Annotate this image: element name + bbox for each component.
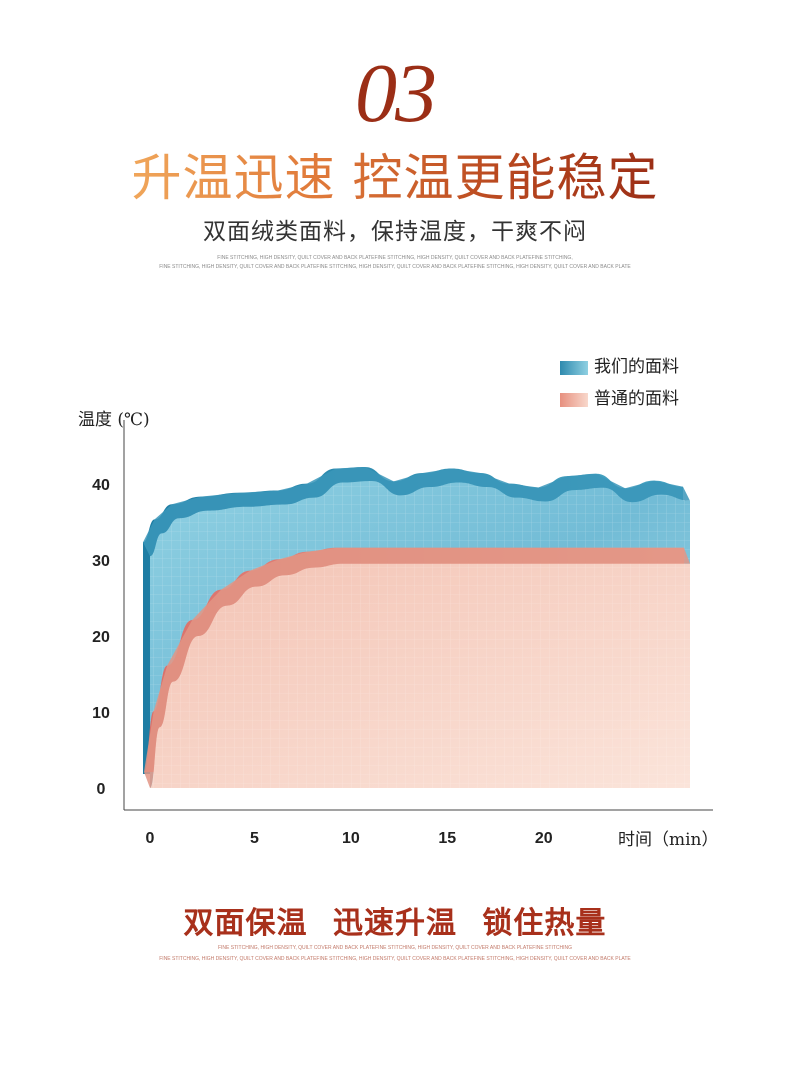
page-title: 升温迅速 控温更能稳定 xyxy=(0,146,790,210)
bottom-tagline: 双面保温 迅速升温 锁住热量 xyxy=(183,906,607,941)
legend-swatch-our xyxy=(560,360,588,375)
x-tick-label: 0 xyxy=(146,830,155,847)
x-tick-label: 20 xyxy=(535,830,553,847)
section-number: 03 xyxy=(355,47,437,140)
subtitle: 双面绒类面料，保持温度，干爽不闷 xyxy=(203,219,587,245)
y-tick-label: 40 xyxy=(92,477,110,494)
x-tick-label: 5 xyxy=(250,830,259,847)
fine-print-top-2: FINE STITCHING, HIGH DENSITY, QUILT COVE… xyxy=(159,264,631,270)
page-title-text: 升温迅速 控温更能稳定 xyxy=(131,149,659,207)
series-normal-fabric xyxy=(144,547,690,788)
legend-label-normal: 普通的面料 xyxy=(594,389,679,409)
legend-swatch-normal xyxy=(560,392,588,407)
y-tick-label: 30 xyxy=(92,553,110,570)
y-tick-label: 20 xyxy=(92,629,110,646)
legend-item-our: 我们的面料 xyxy=(560,352,679,377)
x-axis-label: 时间（min） xyxy=(618,830,719,850)
legend-item-normal: 普通的面料 xyxy=(560,384,679,409)
fine-print-bottom-1: FINE STITCHING, HIGH DENSITY, QUILT COVE… xyxy=(217,945,573,951)
legend-label-our: 我们的面料 xyxy=(594,357,679,377)
fine-print-bottom-2: FINE STITCHING, HIGH DENSITY, QUILT COVE… xyxy=(159,956,631,962)
fine-print-top-1: FINE STITCHING, HIGH DENSITY, QUILT COVE… xyxy=(217,255,573,261)
temperature-chart: 0 10 20 30 40 0 5 10 15 20 xyxy=(92,420,713,847)
y-tick-label: 0 xyxy=(97,781,106,798)
y-tick-label: 10 xyxy=(92,705,110,722)
x-tick-label: 15 xyxy=(438,830,456,847)
x-tick-label: 10 xyxy=(342,830,360,847)
y-axis-label: 温度 (℃) xyxy=(78,410,150,430)
series-face-texture xyxy=(150,563,690,788)
series-top-band xyxy=(143,466,690,557)
